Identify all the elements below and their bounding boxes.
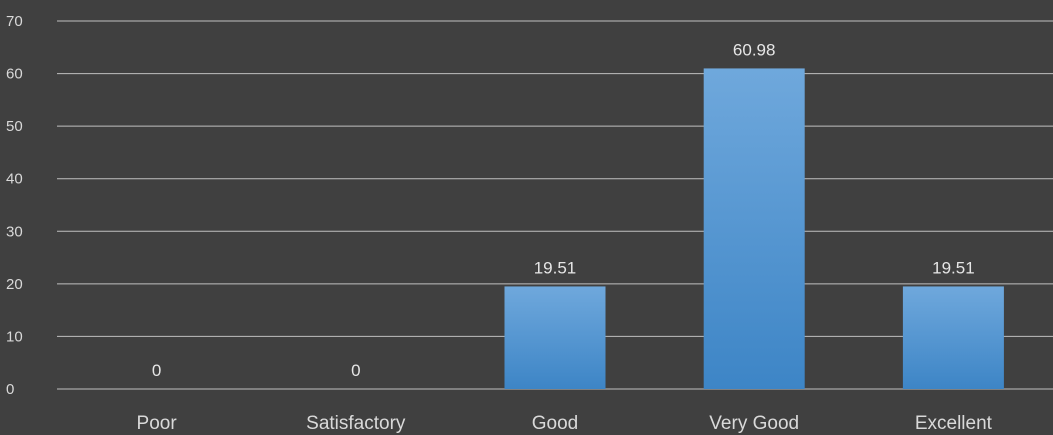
x-category-label: Poor — [137, 413, 178, 434]
data-label: 19.51 — [534, 258, 577, 277]
y-tick-label: 60 — [6, 66, 23, 83]
y-tick-label: 50 — [6, 118, 23, 135]
bars — [504, 68, 1004, 389]
data-label: 0 — [351, 361, 360, 380]
y-tick-label: 0 — [6, 381, 14, 398]
y-tick-label: 30 — [6, 223, 23, 240]
y-tick-label: 20 — [6, 276, 23, 293]
y-tick-label: 70 — [6, 13, 23, 30]
data-label: 60.98 — [733, 40, 776, 59]
data-labels: 0 0 19.51 60.98 19.51 — [152, 40, 975, 380]
x-category-label: Excellent — [915, 413, 993, 434]
data-label: 19.51 — [932, 258, 975, 277]
y-axis-ticks: 0 10 20 30 40 50 60 70 — [6, 13, 23, 398]
x-category-label: Very Good — [709, 413, 799, 434]
y-tick-label: 40 — [6, 171, 23, 188]
data-label: 0 — [152, 361, 161, 380]
x-category-label: Satisfactory — [306, 413, 406, 434]
x-category-label: Good — [532, 413, 578, 434]
bar-good — [504, 286, 606, 389]
bar-very-good — [703, 68, 805, 389]
y-tick-label: 10 — [6, 328, 23, 345]
gridlines — [57, 20, 1053, 390]
bar-excellent — [902, 286, 1004, 389]
x-axis-categories: Poor Satisfactory Good Very Good Excellent — [137, 413, 993, 434]
